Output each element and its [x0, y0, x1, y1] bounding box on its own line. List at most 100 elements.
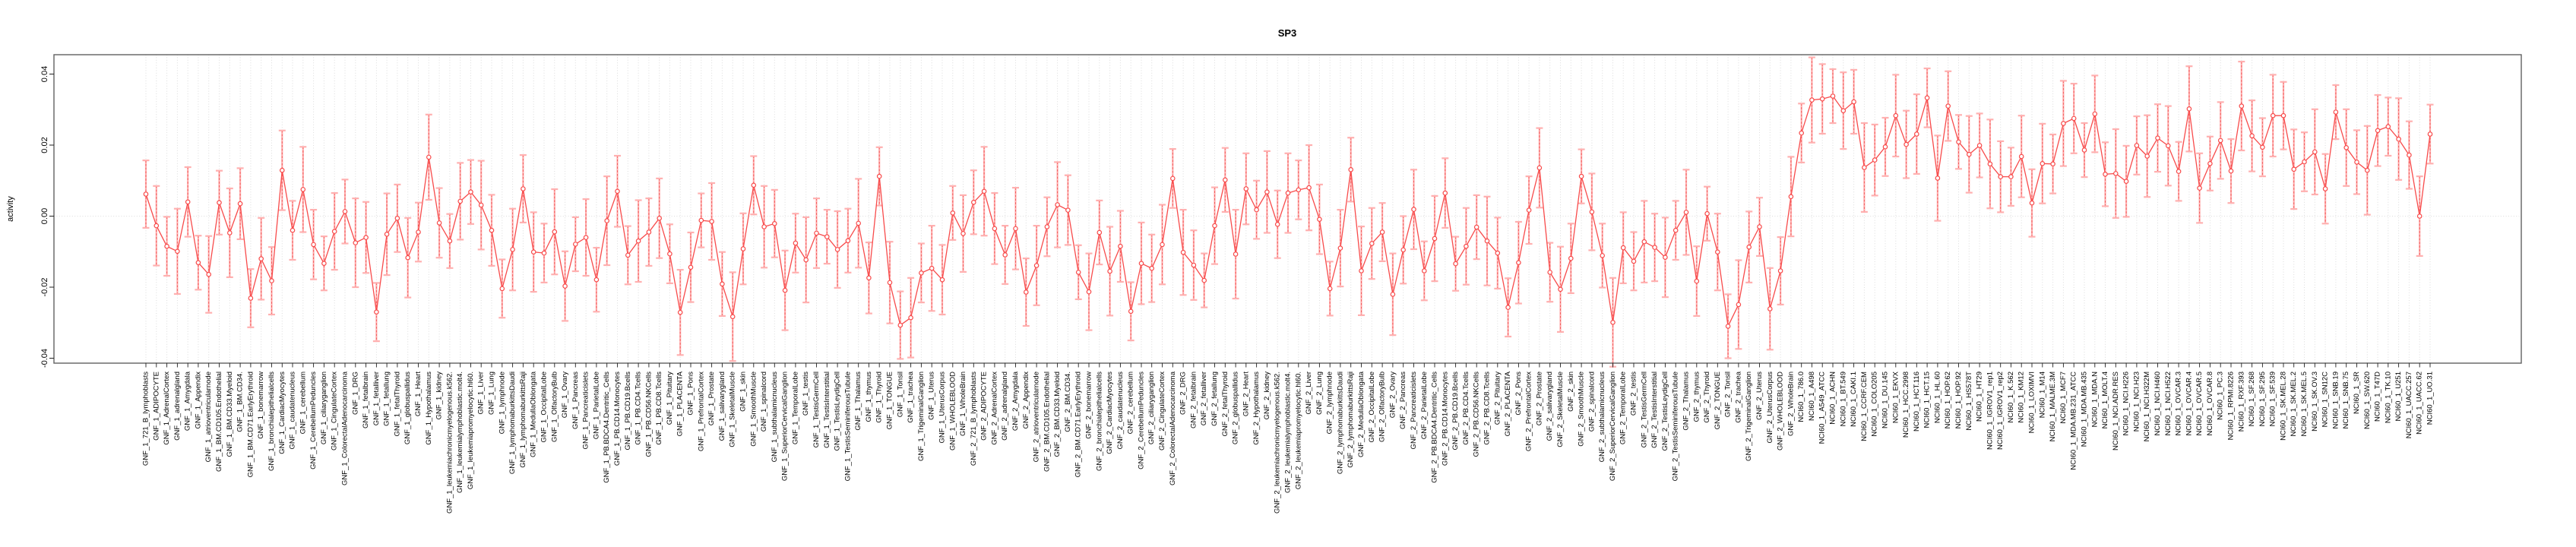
data-point — [1233, 251, 1239, 257]
x-tick-label: GNF_1_CingulateCortex — [331, 372, 339, 451]
x-tick-label: GNF_2_TestisGermCell — [1640, 372, 1648, 447]
data-point — [1516, 260, 1521, 266]
x-tick-label: GNF_1_skin — [739, 372, 748, 412]
data-point — [1631, 258, 1637, 264]
data-point — [1862, 165, 1867, 170]
x-tick-label: GNF_1_bonemarrow — [257, 372, 265, 439]
x-tick-label: GNF_1_PB.CD14.Monocytes — [613, 372, 622, 466]
data-point — [1243, 186, 1249, 191]
data-point — [803, 257, 809, 263]
x-tick-label: GNF_1_SuperiorCervicalGanglion — [781, 372, 790, 481]
x-tick-label: NCI60_1_NCI.H322M — [2143, 372, 2151, 441]
x-tick-label: NCI60_1_RPMI.8226 — [2227, 372, 2236, 440]
x-tick-label: GNF_2_PB.CD14.Monocytes — [1441, 372, 1449, 466]
y-tick-label: 0.02 — [40, 137, 49, 153]
data-point — [1138, 261, 1144, 267]
x-tick-label: GNF_1_SkeletalMuscle — [729, 372, 737, 447]
x-tick-label: GNF_2_PB.BDCA4.Dentritic_Cells — [1431, 372, 1439, 483]
x-tick-label: GNF_2_PLACENTA — [1504, 371, 1512, 436]
data-point — [510, 247, 515, 252]
x-tick-label: GNF_1_subthalamicnucleus — [771, 372, 779, 463]
x-tick-label: NCI60_1_HCT.116 — [1913, 372, 1921, 432]
data-point — [939, 277, 945, 283]
x-tick-label: GNF_2_WholeBrain — [1786, 372, 1795, 436]
x-tick-label: NCI60_1_UACC.257 — [2405, 372, 2413, 438]
data-point — [1809, 97, 1815, 103]
data-point — [1830, 93, 1836, 99]
data-point — [1893, 112, 1899, 119]
x-tick-label: GNF_1_salivarygland — [718, 372, 726, 441]
data-point — [2407, 152, 2412, 158]
x-tick-label: GNF_2_Uterus — [1755, 372, 1764, 420]
x-tick-label: GNF_1_trachea — [907, 371, 915, 422]
x-tick-label: GNF_2_globuspallidus — [1232, 372, 1240, 444]
data-point — [1976, 143, 1983, 148]
data-point — [1935, 175, 1941, 181]
data-point — [929, 265, 935, 271]
data-point — [1589, 209, 1595, 215]
x-tick-label: GNF_1_thymus — [865, 372, 873, 422]
x-tick-label: GNF_2_721_B_lymphoblasts — [970, 372, 978, 466]
data-point — [1306, 185, 1312, 191]
data-point — [845, 238, 851, 244]
data-point — [562, 283, 568, 289]
data-point — [2280, 112, 2286, 119]
data-point — [635, 238, 641, 244]
data-point — [1484, 238, 1490, 244]
data-point — [1149, 265, 1155, 271]
x-tick-label: NCI60_1_A549_ATCC — [1818, 372, 1827, 444]
data-point — [1757, 224, 1762, 229]
data-point — [2050, 161, 2055, 167]
x-tick-label: GNF_2_fetallung — [1210, 372, 1219, 426]
x-tick-label: GNF_1_Appendix — [194, 372, 202, 429]
x-tick-label: GNF_1_Pons — [687, 372, 695, 416]
data-point — [1882, 144, 1888, 150]
x-tick-label: GNF_1_cerebellum — [299, 372, 307, 434]
x-tick-label: GNF_1_kidney — [435, 372, 444, 420]
x-tick-label: NCI60_1_HL.60 — [1933, 372, 1941, 423]
data-point — [2302, 159, 2307, 165]
x-tick-label: GNF_2_Pancreas — [1399, 372, 1407, 429]
x-tick-label: GNF_1_TestisInterstitial — [823, 372, 831, 448]
x-tick-label: GNF_2_Hypothalamus — [1252, 372, 1261, 445]
data-point — [2217, 138, 2223, 144]
x-tick-label: NCI60_1_IGROV1_rep2 — [1996, 372, 2005, 450]
x-tick-label: GNF_2_lymphomaburkittsDaudi — [1336, 372, 1344, 474]
x-tick-label: GNF_2_caudatenucleus — [1116, 372, 1125, 450]
x-tick-label: GNF_1_BM.CD33.Myeloid — [226, 372, 234, 457]
data-point — [740, 246, 746, 251]
x-tick-label: GNF_1_atrioventricularnode — [204, 372, 213, 462]
x-tick-label: GNF_2_BM.CD34. — [1064, 372, 1072, 432]
x-tick-label: GNF_2_adrenalgland — [1001, 372, 1009, 441]
data-point — [2228, 168, 2234, 174]
x-tick-label: NCI60_1_HCT.15 — [1923, 372, 1932, 428]
data-point — [1998, 174, 2004, 179]
data-point — [971, 199, 976, 205]
x-tick-label: NCI60_1_SW.620 — [2363, 372, 2372, 429]
x-tick-label: GNF_1_Tonsil — [896, 372, 904, 417]
data-point — [1914, 131, 1919, 137]
data-point — [2343, 145, 2350, 150]
x-tick-label: GNF_2_Pituitary — [1493, 372, 1502, 425]
x-tick-label: GNF_2_WHOLEBLOOD — [1777, 372, 1785, 451]
data-point — [1777, 268, 1783, 274]
data-point — [321, 261, 327, 267]
x-tick-label: NCI60_1_HOP.62 — [1944, 372, 1952, 428]
x-tick-label: GNF_1_fetalThyroid — [393, 372, 401, 437]
x-tick-label: GNF_2_lymphnode — [1326, 372, 1334, 434]
x-tick-label: GNF_2_TONGUE — [1714, 372, 1722, 429]
data-point — [2061, 121, 2066, 126]
x-tick-label: GNF_2_cerebellum — [1127, 372, 1135, 434]
data-point — [834, 247, 840, 252]
x-tick-label: NCI60_1_SR — [2353, 372, 2361, 414]
x-tick-label: GNF_2_TemporalLobe — [1619, 372, 1628, 444]
data-point — [2166, 143, 2171, 149]
data-point — [143, 191, 149, 197]
data-point — [1967, 151, 1972, 157]
data-point — [908, 315, 913, 321]
data-point — [1924, 95, 1930, 101]
data-point — [1547, 270, 1553, 275]
data-point — [625, 252, 631, 258]
x-tick-label: GNF_2_ciliaryganglion — [1147, 372, 1156, 444]
